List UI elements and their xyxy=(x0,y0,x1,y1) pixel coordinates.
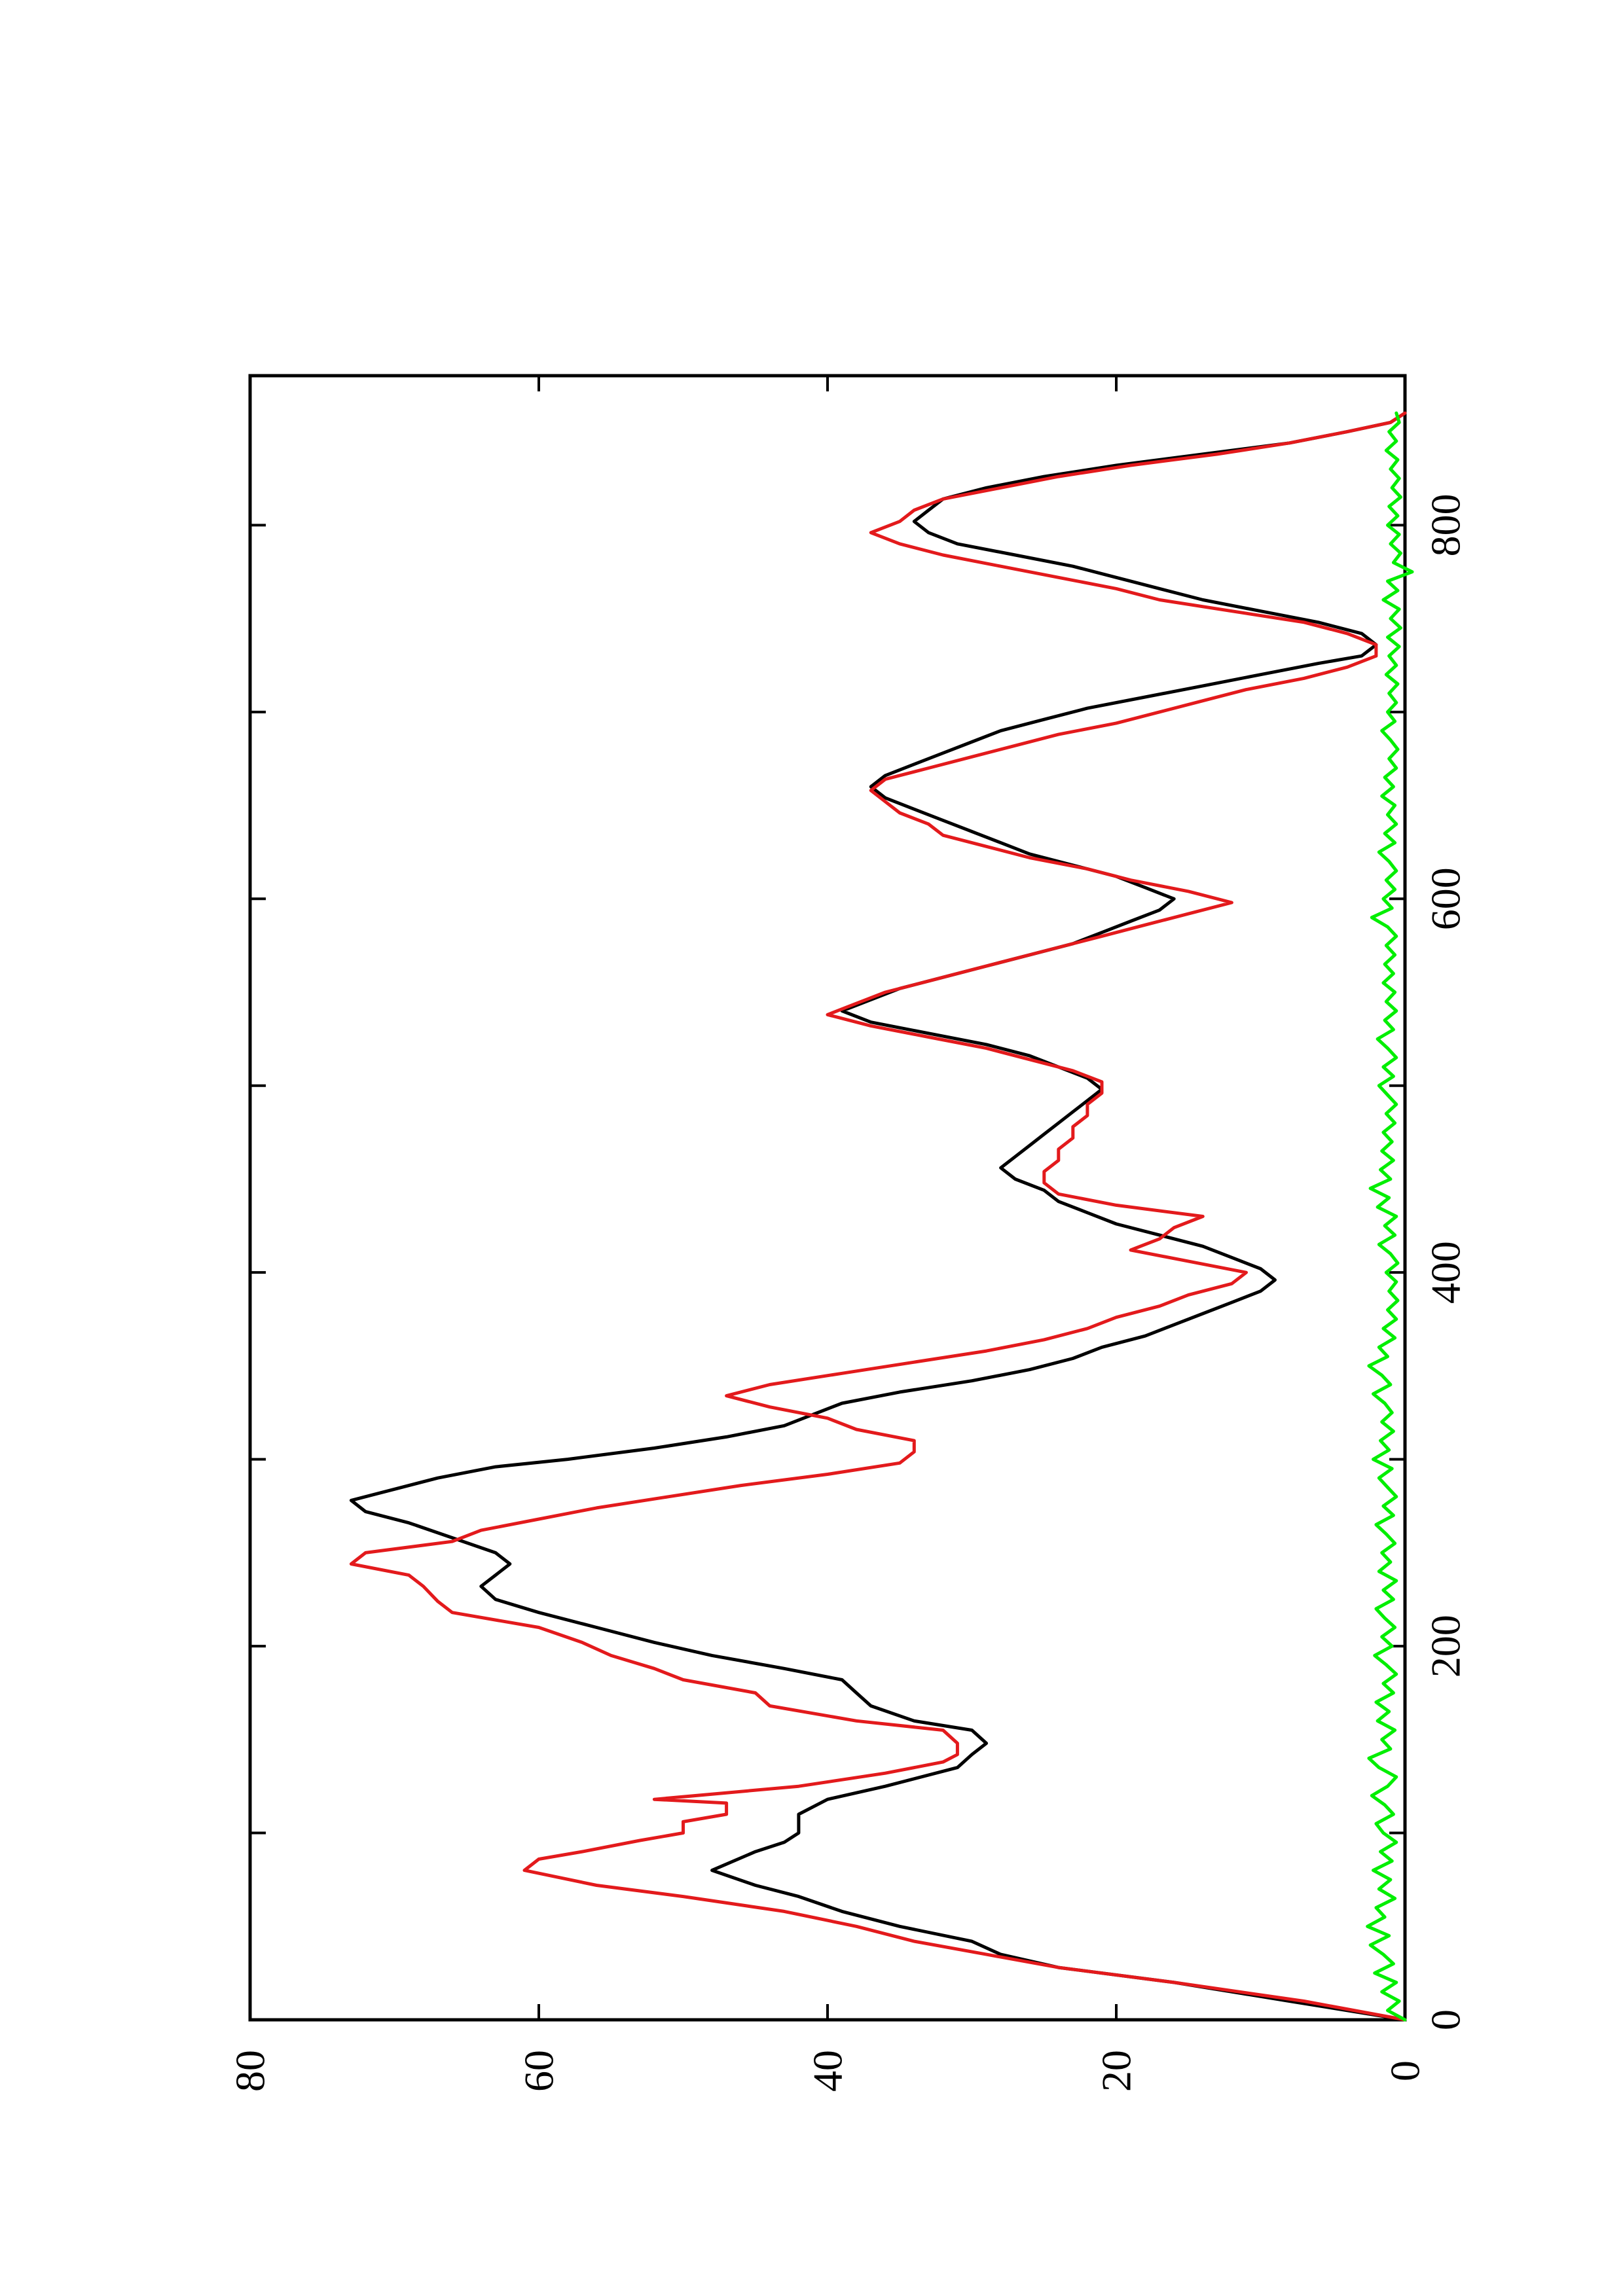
x-tick-label: 600 xyxy=(1423,867,1469,930)
y-tick-label: 40 xyxy=(805,2050,851,2092)
y-tick-label: 0 xyxy=(1382,2060,1429,2081)
x-tick-label: 0 xyxy=(1423,2009,1469,2030)
y-tick-label: 60 xyxy=(516,2050,562,2092)
x-tick-label: 800 xyxy=(1423,493,1469,556)
x-tick-label: 200 xyxy=(1423,1615,1469,1677)
series-line-2 xyxy=(349,411,1407,2022)
series-layer xyxy=(349,411,1414,2022)
axis-tick-labels: 0 200 400 600 800 0 20 40 60 80 xyxy=(227,493,1469,2092)
series-line-3 xyxy=(1366,411,1414,2022)
series-line-1 xyxy=(349,411,1407,2022)
y-tick-label: 80 xyxy=(227,2050,274,2092)
plot-frame xyxy=(248,374,1407,2022)
axis-ticks xyxy=(249,376,1406,2021)
x-tick-label: 400 xyxy=(1423,1241,1469,1304)
y-tick-label: 20 xyxy=(1093,2050,1140,2092)
